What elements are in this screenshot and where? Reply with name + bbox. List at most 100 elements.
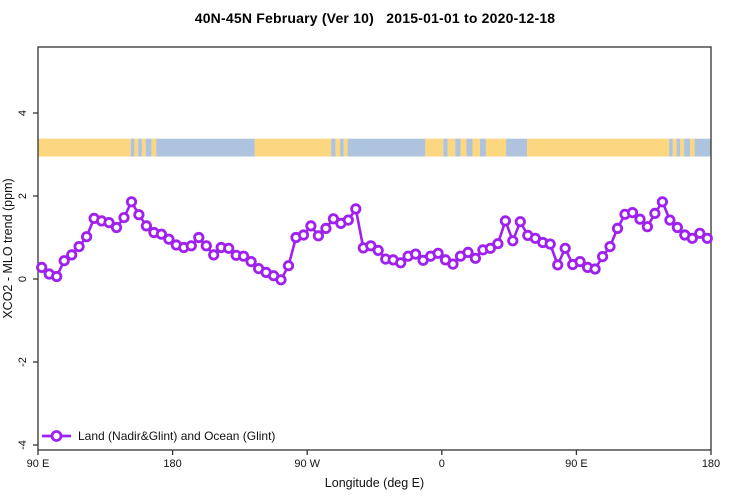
map-segment-ocean [347, 138, 426, 157]
map-segment-ocean [340, 138, 344, 157]
data-point-marker [589, 263, 601, 275]
data-point-marker [110, 221, 123, 234]
data-point-marker [223, 242, 235, 254]
map-segment-land [141, 138, 146, 157]
map-segment-ocean [479, 138, 486, 157]
data-point-marker [350, 203, 362, 215]
map-segment-ocean [455, 138, 461, 157]
data-point-marker [626, 207, 639, 219]
map-segment-ocean [684, 138, 691, 157]
map-segment-land [527, 138, 670, 157]
y-tick-label: 0 [17, 276, 29, 282]
map-segment-ocean [443, 138, 448, 157]
data-point-marker [462, 246, 474, 258]
x-tick-label: 90 W [294, 458, 320, 470]
y-tick-label: -2 [17, 357, 29, 367]
data-point-marker [701, 232, 713, 244]
data-point-marker [193, 231, 205, 244]
data-point-marker [656, 196, 669, 208]
map-segment-land [460, 138, 467, 157]
data-point-marker [552, 259, 564, 271]
data-point-marker [574, 255, 586, 268]
data-point-marker [238, 250, 250, 262]
data-point-marker [469, 252, 481, 264]
data-point-marker [365, 240, 377, 252]
data-point-marker [409, 248, 422, 260]
data-point-marker [81, 231, 93, 243]
map-segment-land [151, 138, 157, 157]
plot-border [37, 46, 712, 451]
x-tick-label: 90 E [565, 458, 588, 470]
data-point-marker [140, 220, 152, 232]
map-segment-land [343, 138, 348, 157]
y-tick-label: 2 [17, 193, 29, 199]
map-segment-ocean [130, 138, 135, 157]
data-point-marker [58, 255, 70, 267]
map-segment-land [425, 138, 444, 157]
data-point-marker [492, 238, 504, 250]
map-segment-land [335, 138, 341, 157]
x-axis-title: Longitude (deg E) [325, 476, 424, 490]
legend-marker-sample [50, 430, 63, 442]
legend: Land (Nadir&Glint) and Ocean (Glint) [42, 429, 275, 443]
x-tick-label: 180 [702, 458, 720, 470]
data-point-marker [245, 255, 257, 268]
data-series-line [36, 196, 713, 286]
map-segment-land [472, 138, 480, 157]
data-point-marker [185, 240, 197, 252]
data-point-marker [507, 235, 519, 247]
data-point-marker [671, 221, 684, 234]
axis-titles: Longitude (deg E) XCO2 - MLO trend (ppm) [1, 178, 424, 490]
plot-title: 40N-45N February (Ver 10) 2015-01-01 to … [194, 10, 556, 26]
data-point-marker [641, 221, 654, 233]
map-segment-land [690, 138, 695, 157]
data-point-marker [559, 242, 571, 254]
data-point-marker [634, 213, 646, 225]
data-point-marker [200, 240, 212, 252]
map-segment-land [38, 138, 131, 157]
map-segment-ocean [669, 138, 673, 157]
map-segment-ocean [676, 138, 681, 157]
data-point-marker [514, 216, 526, 228]
data-point-marker [282, 260, 295, 272]
map-segment-land [134, 138, 139, 157]
legend-label: Land (Nadir&Glint) and Ocean (Glint) [78, 429, 275, 443]
data-point-marker [155, 228, 167, 240]
data-point-marker [103, 217, 115, 229]
data-point-marker [686, 232, 698, 244]
y-tick-label: -4 [17, 440, 29, 450]
data-point-marker [51, 270, 63, 283]
data-point-marker [447, 258, 459, 270]
data-point-marker [133, 209, 145, 221]
map-segment-land [672, 138, 677, 157]
data-point-marker [36, 261, 48, 273]
data-point-marker [372, 244, 384, 256]
x-tick-label: 90 E [27, 458, 50, 470]
data-point-marker [694, 227, 706, 239]
data-point-marker [342, 214, 354, 226]
data-point-marker [73, 241, 85, 253]
map-segment-land [680, 138, 685, 157]
land-ocean-map-strip [38, 138, 712, 157]
data-point-marker [604, 241, 616, 253]
map-segment-ocean [138, 138, 142, 157]
data-point-marker [664, 214, 676, 226]
x-tick-label: 0 [439, 458, 445, 470]
map-segment-ocean [466, 138, 473, 157]
y-tick-label: 4 [17, 110, 29, 116]
y-axis-ticks: 4 2 0 -2 -4 [17, 110, 38, 450]
data-point-marker [596, 251, 609, 263]
data-point-marker [312, 230, 324, 242]
data-point-marker [125, 196, 138, 208]
map-segment-ocean [694, 138, 712, 157]
data-point-marker [163, 233, 175, 245]
data-point-marker [320, 222, 332, 234]
data-point-marker [66, 249, 78, 261]
data-point-marker [327, 213, 339, 225]
map-segment-land [447, 138, 456, 157]
x-axis-ticks: 90 E 180 90 W 0 90 E 180 [27, 450, 720, 470]
data-point-marker [649, 207, 661, 219]
data-point-marker [395, 257, 407, 269]
